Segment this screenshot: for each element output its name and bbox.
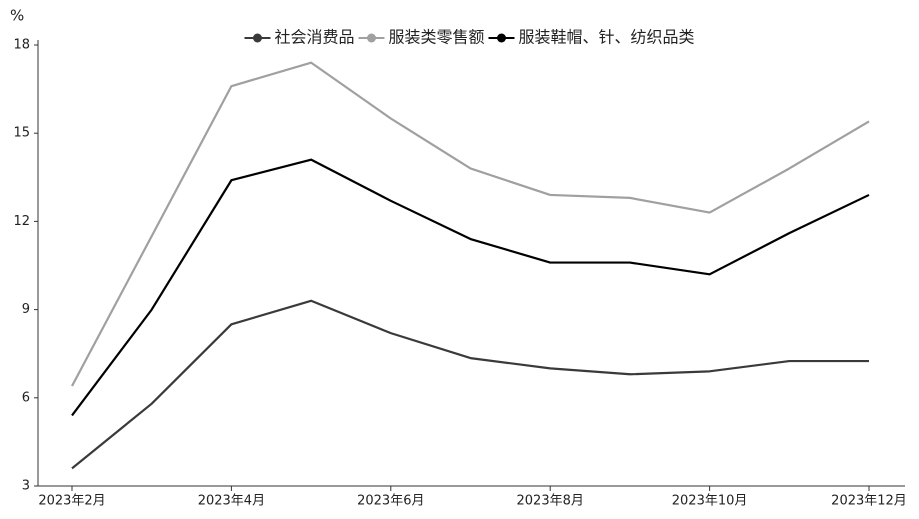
y-tick-label: 15	[13, 126, 30, 141]
y-tick-label: 9	[22, 302, 30, 317]
y-tick-label: 6	[22, 390, 30, 405]
y-tick-label: 12	[13, 214, 30, 229]
legend-marker-dot	[253, 33, 262, 43]
legend-label: 社会消费品	[275, 28, 355, 47]
series-line	[71, 158, 870, 417]
x-tick-label: 2023年2月	[38, 494, 105, 509]
x-tick-label: 2023年6月	[357, 494, 424, 509]
series-line	[71, 61, 870, 387]
x-tick-label: 2023年10月	[672, 494, 748, 509]
y-tick-label: 3	[22, 479, 30, 494]
legend: 社会消费品 服装类零售额 服装鞋帽、针、纺织品类	[244, 28, 695, 47]
x-tick-label: 2023年8月	[517, 494, 584, 509]
y-tick-label: 18	[13, 38, 30, 53]
x-tick-label: 2023年12月	[831, 494, 907, 509]
legend-label: 服装鞋帽、针、纺织品类	[519, 28, 695, 47]
legend-marker-dot	[497, 33, 506, 43]
x-tick-label: 2023年4月	[198, 494, 265, 509]
legend-label: 服装类零售额	[389, 28, 485, 47]
series-line	[71, 299, 869, 470]
legend-marker-dot	[367, 33, 376, 43]
y-axis-unit: %	[10, 7, 24, 25]
